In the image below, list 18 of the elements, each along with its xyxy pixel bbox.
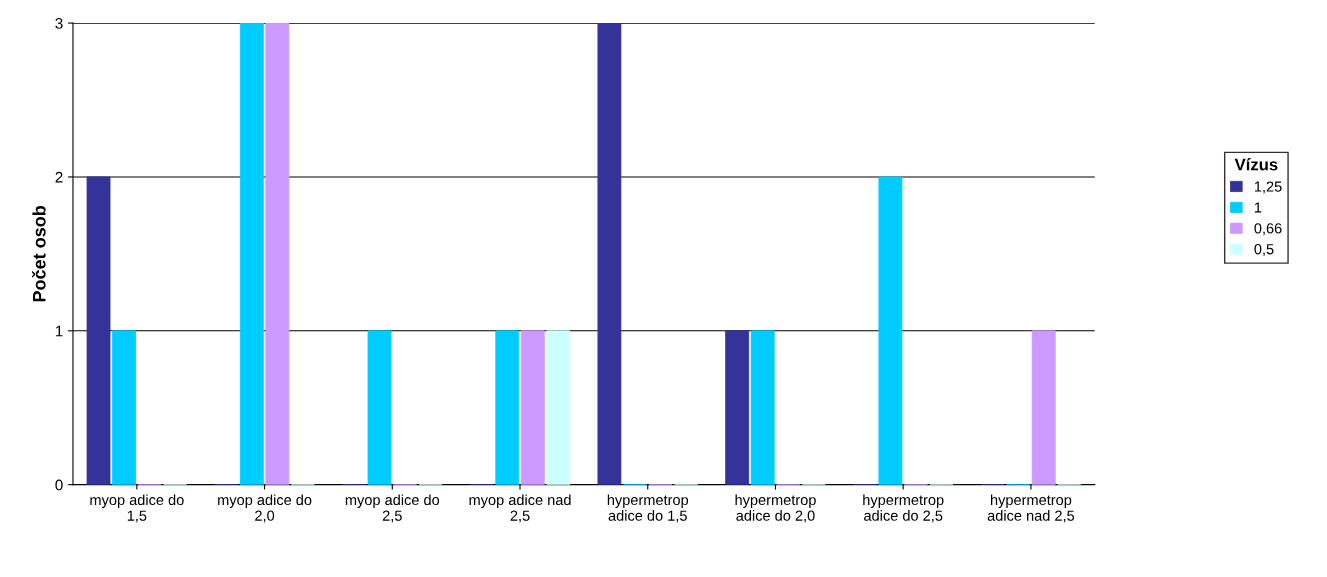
legend-label: 0,66 <box>1254 223 1282 236</box>
legend-label: 1 <box>1254 202 1262 213</box>
x-tick-label: hypermetrop adice nad 2,5 <box>987 494 1075 523</box>
x-tick-label: myop adice do 2,5 <box>345 494 440 523</box>
x-tick-label: hypermetrop adice do 1,5 <box>607 494 689 523</box>
y-axis-title: Počet osob <box>31 205 46 302</box>
y-tick-label: 0 <box>55 479 63 491</box>
x-tick-label: hypermetrop adice do 2,5 <box>863 494 944 523</box>
y-tick-label: 2 <box>55 171 63 183</box>
x-tick-label: hypermetrop adice do 2,0 <box>735 494 816 523</box>
y-tick-label: 3 <box>55 17 63 29</box>
legend-title: Vízus <box>1234 158 1278 171</box>
y-tick-label: 1 <box>55 325 63 337</box>
legend-label: 1,25 <box>1254 181 1282 194</box>
x-tick-label: myop adice do 2,0 <box>218 494 312 523</box>
legend-label: 0,5 <box>1254 244 1274 257</box>
x-tick-label: myop adice do 1,5 <box>90 494 184 523</box>
x-tick-label: myop adice nad 2,5 <box>469 494 571 523</box>
